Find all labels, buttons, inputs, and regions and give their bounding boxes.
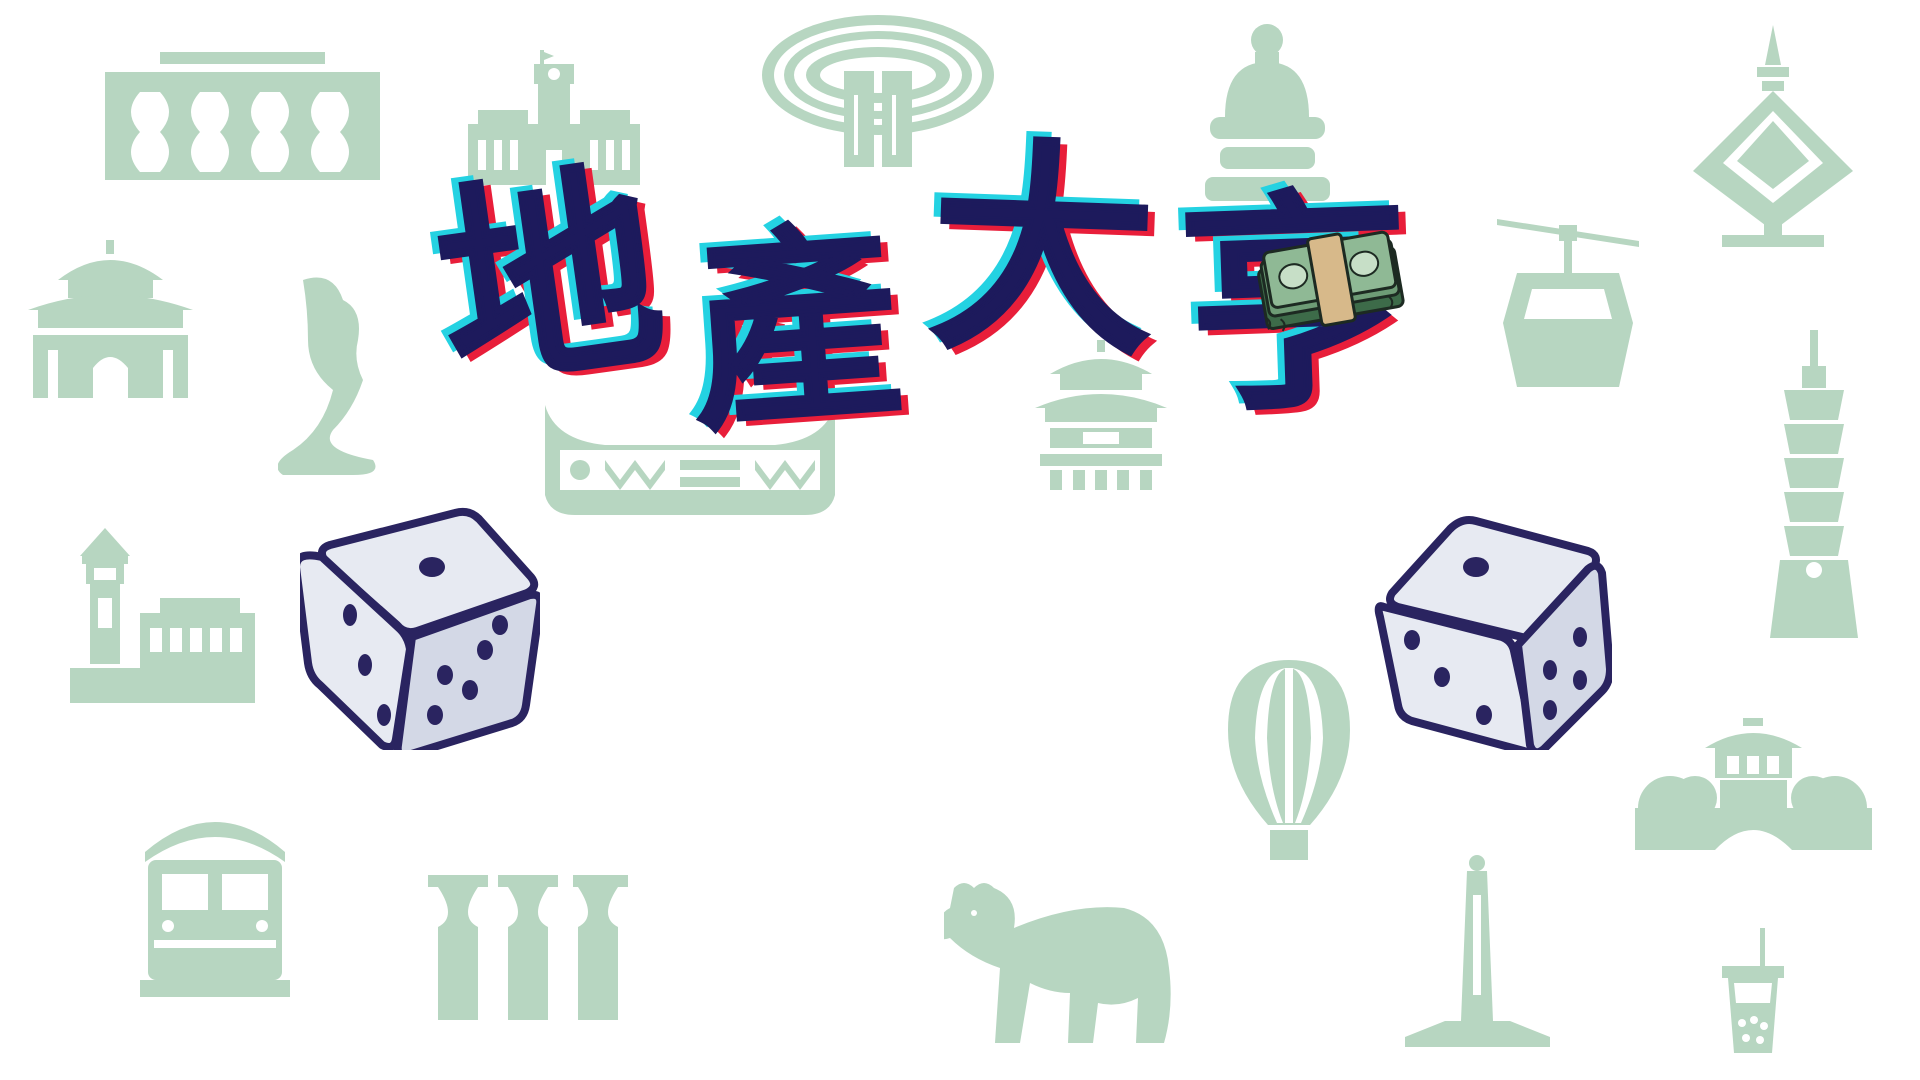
money-stack-icon: [1255, 228, 1405, 338]
bridge-pavilion-icon: [1635, 718, 1872, 850]
cable-car-icon: [1497, 215, 1639, 387]
die-left-icon: [300, 505, 540, 750]
title-char-1: 地: [422, 135, 678, 424]
stone-pillars-icon: [428, 875, 628, 1020]
presidential-office-icon: [468, 50, 640, 185]
queens-head-rock-icon: [278, 275, 398, 480]
lighthouse-fort-icon: [70, 528, 255, 703]
monument-tower-icon: [1405, 855, 1550, 1047]
memorial-hall-icon: [28, 240, 193, 398]
stadium-dome-icon: [762, 15, 994, 167]
train-icon: [140, 822, 290, 997]
canoe-boat-icon: [540, 405, 840, 515]
bubble-tea-icon: [1722, 928, 1784, 1053]
title-char-3: 大: [924, 115, 1160, 389]
hot-air-balloon-icon: [1228, 660, 1350, 860]
temple-pavilion-icon: [1035, 340, 1167, 490]
buddha-statue-icon: [1195, 22, 1340, 222]
pagoda-tower-icon: [1692, 25, 1854, 247]
formosan-bear-icon: [944, 878, 1172, 1043]
title-char-2: 產: [681, 198, 910, 461]
station-building-icon: [105, 52, 380, 180]
die-right-icon: [1372, 505, 1612, 750]
taipei-101-icon: [1770, 330, 1858, 638]
